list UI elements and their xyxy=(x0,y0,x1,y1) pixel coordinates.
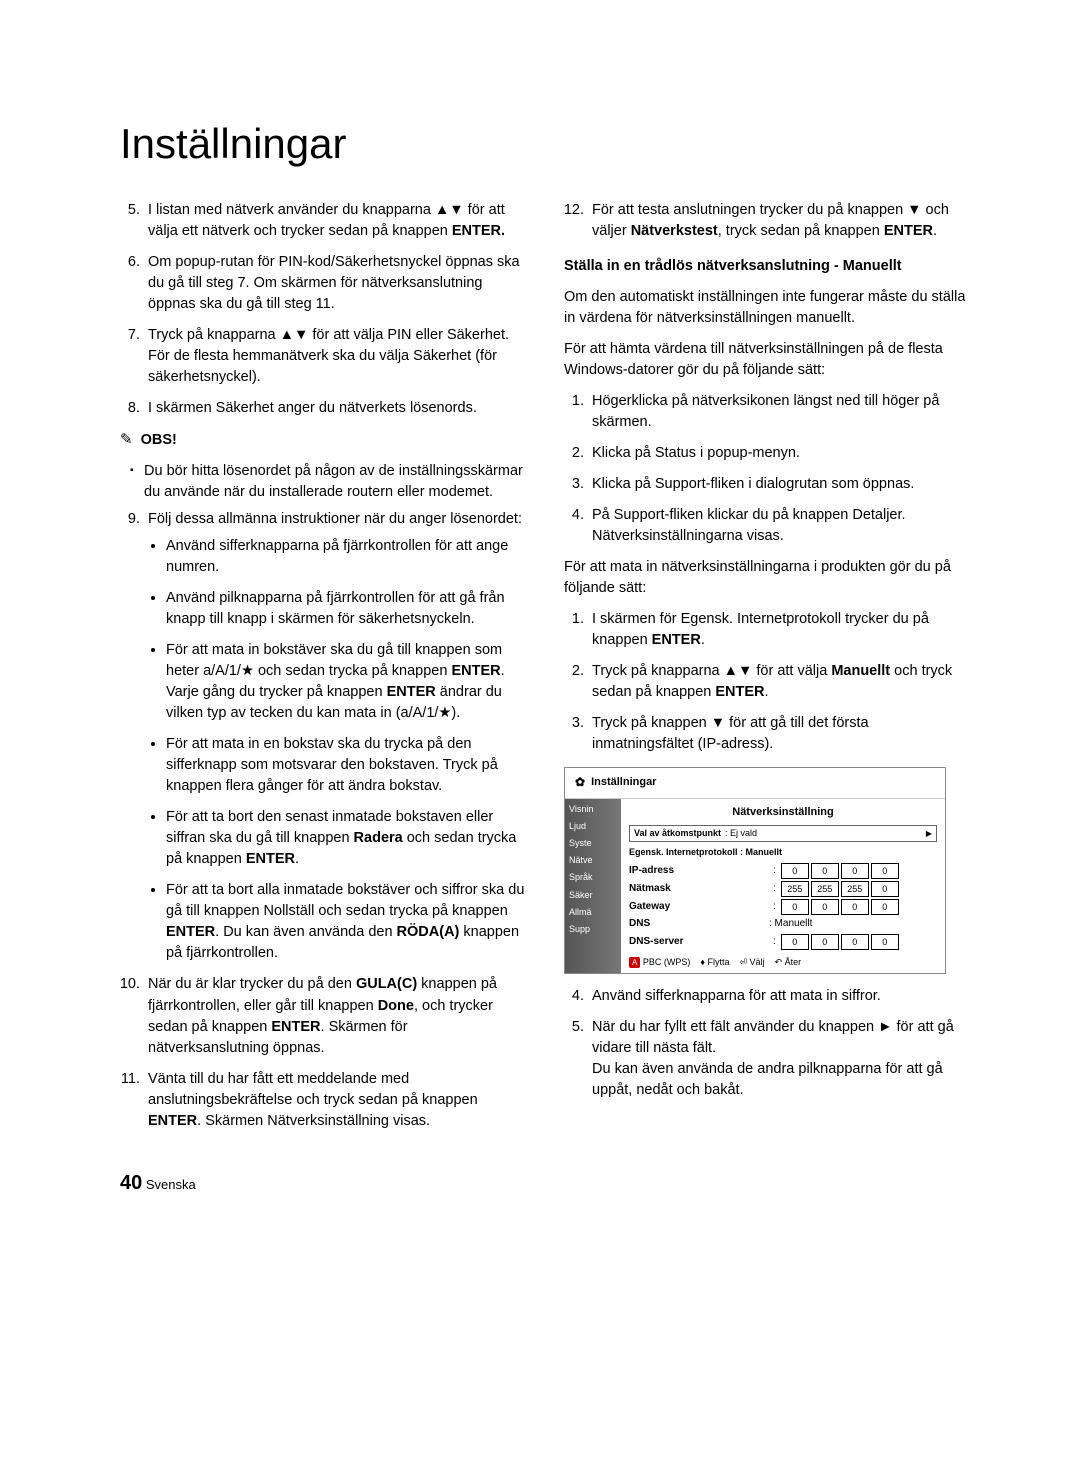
diagram-subline: Egensk. Internetprotokoll : Manuellt xyxy=(629,846,937,859)
step-12: För att testa anslutningen trycker du på… xyxy=(588,200,970,242)
win-step-3: Klicka på Support-fliken i dialogrutan s… xyxy=(588,474,970,495)
paragraph-1: Om den automatiskt inställningen inte fu… xyxy=(564,287,970,329)
bullet-1: Använd sifferknapparna på fjärrkontrolle… xyxy=(166,536,526,578)
win-step-4: På Support-fliken klickar du på knappen … xyxy=(588,505,970,547)
step-9: Följ dessa allmänna instruktioner när du… xyxy=(144,509,526,964)
note-icon xyxy=(120,432,137,448)
prod-step-4: Använd sifferknapparna för att mata in s… xyxy=(588,986,970,1007)
diagram-header: Inställningar xyxy=(565,768,945,799)
prod-step-1: I skärmen för Egensk. Internetprotokoll … xyxy=(588,609,970,651)
main-list-left-2: Följ dessa allmänna instruktioner när du… xyxy=(120,509,526,1131)
bullet-2: Använd pilknapparna på fjärrkontrollen f… xyxy=(166,588,526,630)
step-10: När du är klar trycker du på den GULA(C)… xyxy=(144,974,526,1058)
bullet-6: För att ta bort alla inmatade bokstäver … xyxy=(166,880,526,964)
diagram-body: Visnin Ljud Syste Nätve Språk Säker Allm… xyxy=(565,799,945,973)
ip-row: IP-adress: 0 0 0 0 xyxy=(629,863,937,879)
right-column: För att testa anslutningen trycker du på… xyxy=(564,200,970,1142)
diagram-sidebar: Visnin Ljud Syste Nätve Språk Säker Allm… xyxy=(565,799,621,973)
bullet-4: För att mata in en bokstav ska du trycka… xyxy=(166,734,526,797)
note-text: Du bör hitta lösenordet på någon av de i… xyxy=(134,461,526,503)
win-step-1: Högerklicka på nätverksikonen längst ned… xyxy=(588,391,970,433)
step-9-bullets: Använd sifferknapparna på fjärrkontrolle… xyxy=(148,536,526,964)
main-list-right-top: För att testa anslutningen trycker du på… xyxy=(564,200,970,242)
prod-step-3: Tryck på knappen ▼ för att gå till det f… xyxy=(588,713,970,755)
product-steps-2: Använd sifferknapparna för att mata in s… xyxy=(564,986,970,1101)
win-step-2: Klicka på Status i popup-menyn. xyxy=(588,443,970,464)
note-header: OBS! xyxy=(120,429,526,451)
dns-server-row: DNS-server: 0 0 0 0 xyxy=(629,934,937,950)
step-5: I listan med nätverk använder du knappar… xyxy=(144,200,526,242)
step-6: Om popup-rutan för PIN-kod/Säkerhetsnyck… xyxy=(144,252,526,315)
note-list: Du bör hitta lösenordet på någon av de i… xyxy=(120,461,526,503)
bullet-3: För att mata in bokstäver ska du gå till… xyxy=(166,640,526,724)
settings-diagram: Inställningar Visnin Ljud Syste Nätve Sp… xyxy=(564,767,946,974)
a-button-icon: A xyxy=(629,957,640,969)
page-title: Inställningar xyxy=(120,120,970,168)
section-subheading: Ställa in en trådlös nätverksanslutning … xyxy=(564,256,970,277)
diagram-main: Nätverksinställning Val av åtkomstpunkt … xyxy=(621,799,945,973)
page-footer: 40 Svenska xyxy=(120,1172,970,1195)
page: Inställningar I listan med nätverk använ… xyxy=(0,0,1080,1255)
content-columns: I listan med nätverk använder du knappar… xyxy=(120,200,970,1142)
bullet-5: För att ta bort den senast inmatade boks… xyxy=(166,807,526,870)
prod-step-2: Tryck på knapparna ▲▼ för att välja Manu… xyxy=(588,661,970,703)
windows-steps: Högerklicka på nätverksikonen längst ned… xyxy=(564,391,970,547)
gear-icon xyxy=(575,774,585,792)
chevron-right-icon: ▶ xyxy=(926,828,932,840)
diagram-title: Nätverksinställning xyxy=(629,803,937,825)
paragraph-2: För att hämta värdena till nätverksinstä… xyxy=(564,339,970,381)
step-11: Vänta till du har fått ett meddelande me… xyxy=(144,1069,526,1132)
netmask-row: Nätmask: 255 255 255 0 xyxy=(629,881,937,897)
gateway-row: Gateway: 0 0 0 0 xyxy=(629,899,937,915)
dns-row: DNS : Manuellt xyxy=(629,917,937,932)
paragraph-3: För att mata in nätverksinställningarna … xyxy=(564,557,970,599)
main-list-left: I listan med nätverk använder du knappar… xyxy=(120,200,526,419)
step-8: I skärmen Säkerhet anger du nätverkets l… xyxy=(144,398,526,419)
product-steps: I skärmen för Egensk. Internetprotokoll … xyxy=(564,609,970,755)
left-column: I listan med nätverk använder du knappar… xyxy=(120,200,526,1142)
prod-step-5: När du har fyllt ett fält använder du kn… xyxy=(588,1017,970,1101)
diagram-dropdown: Val av åtkomstpunkt : Ej vald ▶ xyxy=(629,825,937,842)
step-7: Tryck på knapparna ▲▼ för att välja PIN … xyxy=(144,325,526,388)
diagram-footer: A PBC (WPS) ♦ Flytta ⏎ Välj ↶ Åter xyxy=(629,952,937,969)
